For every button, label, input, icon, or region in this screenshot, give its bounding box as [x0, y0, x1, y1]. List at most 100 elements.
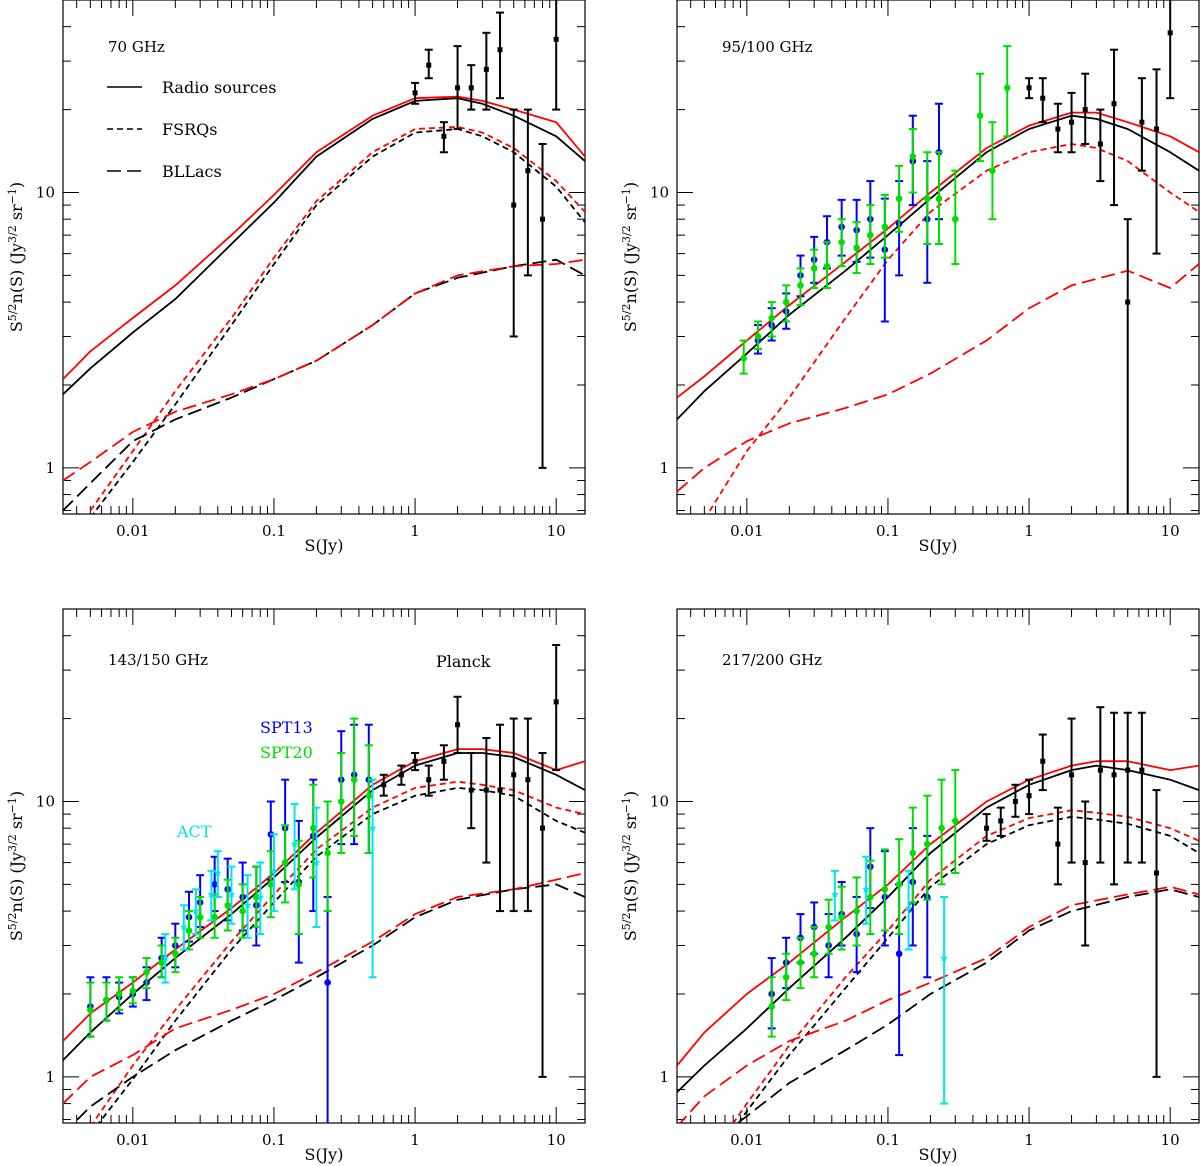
x-tick-label: 0.1: [262, 522, 286, 540]
marker-star: [207, 890, 216, 898]
point-planck-data: [453, 695, 462, 754]
marker-circle: [87, 1006, 94, 1014]
point-spt20-data: [976, 72, 985, 163]
point-planck-data: [1067, 717, 1076, 864]
marker-circle: [923, 195, 931, 202]
series-fsrqs-model-black: [737, 815, 1199, 1123]
point-planck-data: [424, 48, 433, 80]
legend-label-bllac: BLLacs: [162, 162, 222, 181]
marker-circle: [951, 817, 959, 825]
marker-square: [511, 772, 517, 778]
point-spt20-data: [142, 957, 151, 990]
x-tick-label: 0.1: [876, 522, 900, 540]
panel-95-100ghz: 0.01 0.1 1 10 1 10 95/100 GHz S(Jy) S5/2n(S) …: [620, 0, 1200, 555]
marker-circle: [1003, 84, 1011, 92]
marker-circle: [295, 881, 303, 888]
panel-217-200ghz: 0.01 0.1 1 10 1 10 217/200 GHz S(Jy) S5/2n(S)…: [620, 608, 1200, 1164]
marker-square: [398, 772, 404, 778]
point-spt20-data: [337, 751, 346, 855]
marker-square: [1097, 141, 1103, 147]
point-spt20-data: [810, 926, 819, 979]
x-tick-label: 0.01: [116, 522, 149, 540]
point-planck-data: [1152, 68, 1161, 255]
point-planck-data: [538, 751, 547, 1078]
point-spt13-data: [323, 895, 332, 1123]
marker-square: [1069, 119, 1075, 125]
marker-circle: [365, 792, 373, 799]
point-spt20-data: [895, 838, 904, 936]
point-planck-data: [1096, 108, 1105, 183]
marker-square: [1125, 767, 1131, 773]
marker-circle: [172, 950, 179, 958]
point-planck-data: [397, 764, 406, 786]
point-planck-data: [424, 764, 433, 797]
point-spt20-data: [837, 218, 846, 268]
marker-circle: [989, 167, 996, 174]
marker-square: [1082, 860, 1088, 866]
marker-square: [1026, 793, 1032, 799]
point-planck-data: [411, 751, 420, 772]
point-spt20-data: [852, 221, 861, 275]
point-planck-data: [1053, 806, 1062, 886]
marker-square: [1154, 870, 1160, 876]
point-planck-data: [1166, 0, 1175, 100]
marker-square: [540, 216, 546, 222]
marker-circle: [838, 238, 845, 246]
point-spt20-data: [988, 121, 997, 221]
point-spt20-data: [767, 301, 776, 338]
marker-square: [441, 133, 447, 139]
annotation-spt20: SPT20: [260, 743, 313, 762]
point-planck-data: [496, 11, 505, 100]
point-act-data: [179, 904, 188, 951]
point-act-data: [368, 778, 377, 979]
marker-circle: [881, 885, 889, 893]
panel-title: 217/200 GHz: [722, 651, 822, 669]
point-spt20-data: [937, 778, 946, 886]
series-radio-sources-model-black: [63, 752, 585, 1061]
x-tick-label: 1: [1024, 1131, 1034, 1149]
marker-square: [553, 699, 559, 705]
marker-square: [412, 758, 418, 764]
point-planck-data: [982, 813, 991, 842]
point-spt20-data: [810, 248, 819, 289]
marker-square: [1097, 767, 1103, 773]
panel-70ghz: 0.01 0.1 1 10 1 10 70 GHz Radio sources FSRQs…: [6, 0, 586, 555]
point-act-data: [312, 806, 321, 929]
point-planck-data: [1096, 706, 1105, 864]
point-spt20-data: [171, 936, 180, 974]
point-planck-data: [996, 806, 1005, 837]
marker-circle: [976, 112, 984, 120]
marker-circle: [895, 195, 903, 202]
marker-square: [1111, 772, 1117, 778]
point-act-data: [207, 869, 216, 922]
y-tick-label: 1: [45, 459, 55, 477]
marker-circle: [938, 824, 945, 832]
point-planck-data: [1025, 778, 1034, 816]
marker-square: [1012, 798, 1018, 804]
marker-circle: [103, 996, 110, 1004]
point-spt20-data: [782, 952, 791, 1002]
marker-star: [312, 858, 321, 866]
point-planck-data: [1123, 711, 1132, 864]
point-act-data: [161, 933, 170, 984]
point-spt20-data: [184, 910, 193, 951]
marker-circle: [853, 907, 860, 915]
x-tick-label: 10: [547, 522, 566, 540]
marker-circle: [823, 262, 831, 270]
marker-square: [1040, 758, 1046, 764]
point-spt20-data: [294, 839, 303, 936]
marker-circle: [211, 881, 218, 888]
point-planck-data: [1025, 77, 1034, 100]
marker-circle: [267, 881, 275, 888]
point-act-data: [290, 802, 299, 891]
series-radio-sources-model-red: [63, 748, 585, 1042]
marker-circle: [881, 223, 889, 231]
marker-star: [940, 953, 949, 962]
marker-square: [1082, 107, 1088, 113]
point-spt20-data: [796, 936, 805, 990]
point-spt20-data: [350, 717, 359, 837]
point-spt20-data: [866, 859, 875, 936]
point-planck-data: [538, 142, 547, 469]
point-spt20-data: [767, 976, 776, 1038]
